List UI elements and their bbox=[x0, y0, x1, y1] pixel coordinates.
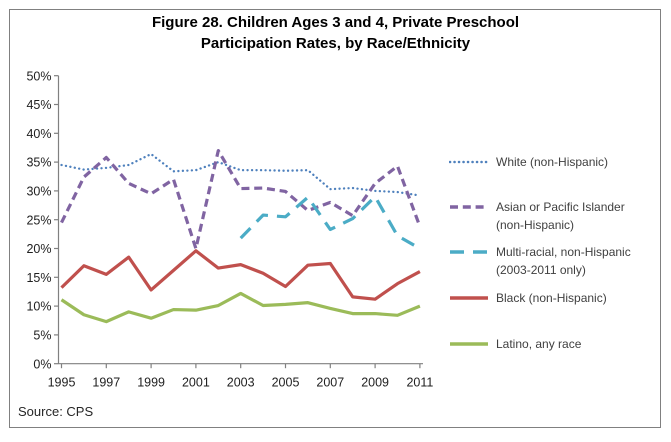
series-line-0 bbox=[60, 152, 422, 197]
source-note: Source: CPS bbox=[18, 404, 94, 419]
y-tick-label: 50% bbox=[26, 69, 51, 83]
series-line-3 bbox=[60, 249, 421, 301]
chart-title-line2: Participation Rates, by Race/Ethnicity bbox=[200, 35, 471, 52]
y-tick-label: 20% bbox=[26, 242, 51, 256]
y-tick-label: 30% bbox=[26, 185, 51, 199]
chart-title-line1: Figure 28. Children Ages 3 and 4, Privat… bbox=[151, 14, 520, 31]
chart-title: Figure 28. Children Ages 3 and 4, Privat… bbox=[0, 12, 671, 54]
y-tick-label: 25% bbox=[26, 213, 51, 227]
y-tick-label: 35% bbox=[26, 156, 51, 170]
series-line-1 bbox=[60, 148, 422, 251]
x-tick-label: 2003 bbox=[227, 376, 255, 390]
y-tick-label: 5% bbox=[33, 329, 51, 343]
x-tick-label: 1995 bbox=[48, 376, 76, 390]
y-tick-label: 10% bbox=[26, 300, 51, 314]
figure-border bbox=[9, 9, 661, 428]
y-tick-label: 0% bbox=[33, 357, 51, 371]
x-tick-label: 2011 bbox=[406, 376, 433, 390]
x-tick-label: 1999 bbox=[137, 376, 165, 390]
series-line-4 bbox=[60, 291, 421, 324]
y-tick-label: 45% bbox=[26, 98, 51, 112]
series-line-2 bbox=[239, 195, 421, 250]
y-tick-label: 15% bbox=[26, 271, 51, 285]
x-tick-label: 2001 bbox=[182, 376, 210, 390]
x-tick-label: 2007 bbox=[316, 376, 344, 390]
y-tick-label: 40% bbox=[26, 127, 51, 141]
x-tick-label: 2009 bbox=[361, 376, 389, 390]
x-tick-label: 2005 bbox=[272, 376, 300, 390]
x-tick-label: 1997 bbox=[92, 376, 120, 390]
